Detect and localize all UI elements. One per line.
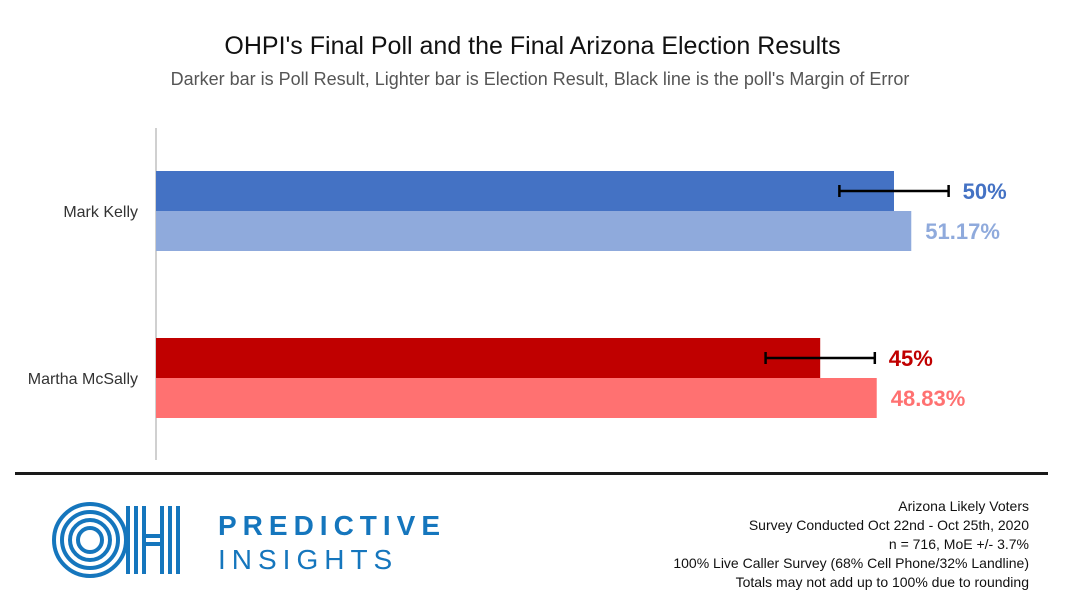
data-label: 51.17% xyxy=(925,219,1000,244)
note-line: 100% Live Caller Survey (68% Cell Phone/… xyxy=(673,555,1029,571)
category-label: Mark Kelly xyxy=(63,204,138,221)
chart-subtitle: Darker bar is Poll Result, Lighter bar i… xyxy=(170,69,910,89)
footer-divider xyxy=(15,472,1048,475)
poll-bar xyxy=(156,171,894,211)
data-label: 45% xyxy=(889,346,933,371)
data-label: 50% xyxy=(963,179,1007,204)
election-bar xyxy=(156,211,912,251)
poll-bar xyxy=(156,338,821,378)
chart-title: OHPI's Final Poll and the Final Arizona … xyxy=(224,32,841,60)
election-bar xyxy=(156,378,877,418)
data-label: 48.83% xyxy=(891,386,966,411)
brand-name-line2: INSIGHTS xyxy=(218,544,399,575)
note-line: Totals may not add up to 100% due to rou… xyxy=(735,574,1029,590)
survey-notes: Arizona Likely Voters Survey Conducted O… xyxy=(509,497,1029,592)
category-label: Martha McSally xyxy=(28,371,138,388)
note-line: n = 716, MoE +/- 3.7% xyxy=(888,536,1029,552)
oh-logo-icon xyxy=(52,502,180,578)
note-line: Survey Conducted Oct 22nd - Oct 25th, 20… xyxy=(748,517,1029,533)
bar-chart: Mark Kelly 50% 51.17% Martha McSally 45% 48.8… xyxy=(28,128,1007,460)
note-line: Arizona Likely Voters xyxy=(898,498,1029,514)
brand-name-line1: PREDICTIVE xyxy=(218,510,447,541)
